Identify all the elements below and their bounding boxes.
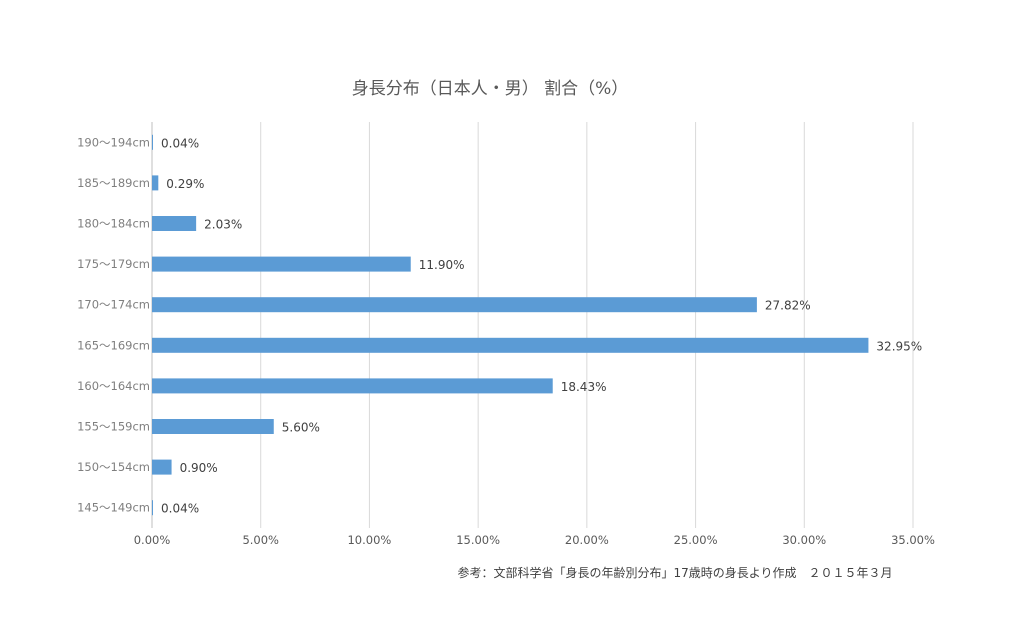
category-labels: 190～194cm 185～189cm 180～184cm 175～179cm 170～…: [77, 135, 150, 514]
category-label: 190～194cm: [77, 135, 150, 149]
category-label: 175～179cm: [77, 257, 150, 271]
bar: [152, 297, 757, 313]
category-label: 185～189cm: [77, 176, 150, 190]
bar: [152, 378, 553, 394]
x-tick-label: 5.00%: [242, 533, 279, 547]
data-label: 0.04%: [161, 502, 199, 516]
source-note: 参考：文部科学省「身長の年齢別分布」17歳時の身長より作成 ２０１５年３月: [457, 565, 892, 580]
x-tick-labels: 0.00% 5.00% 10.00% 15.00% 20.00% 25.00% 30.00%…: [134, 533, 935, 547]
data-label: 0.29%: [166, 177, 204, 191]
bar: [152, 216, 197, 231]
bar: [152, 459, 172, 475]
x-tick-label: 10.00%: [347, 533, 391, 547]
x-tick-label: 20.00%: [565, 533, 609, 547]
bar: [152, 256, 411, 272]
bars: [152, 134, 869, 516]
bar: [152, 134, 153, 150]
data-label: 18.43%: [561, 380, 607, 394]
x-tick-label: 25.00%: [674, 533, 718, 547]
bar: [152, 337, 869, 353]
data-label: 27.82%: [765, 299, 811, 313]
category-label: 160～164cm: [77, 379, 150, 393]
category-label: 180～184cm: [77, 217, 150, 231]
bar: [152, 500, 153, 516]
category-label: 145～149cm: [77, 501, 150, 515]
data-label: 5.60%: [282, 421, 320, 435]
data-label: 32.95%: [876, 339, 922, 353]
bar: [152, 419, 274, 434]
chart-title: 身長分布（日本人・男） 割合（%）: [352, 79, 629, 99]
data-label: 0.90%: [180, 461, 218, 475]
data-label: 0.04%: [161, 136, 199, 150]
data-label: 11.90%: [419, 258, 465, 272]
x-tick-label: 35.00%: [891, 533, 935, 547]
bar: [152, 175, 159, 191]
data-labels: 0.04% 0.29% 2.03% 11.90% 27.82% 32.95% 18.43% 5…: [161, 136, 922, 515]
category-label: 150～154cm: [77, 460, 150, 474]
x-tick-label: 15.00%: [456, 533, 500, 547]
gridlines: [151, 122, 914, 528]
data-label: 2.03%: [204, 218, 242, 232]
x-tick-label: 0.00%: [134, 533, 171, 547]
x-tick-label: 30.00%: [782, 533, 826, 547]
category-label: 155～159cm: [77, 420, 150, 434]
category-label: 170～174cm: [77, 298, 150, 312]
category-label: 165～169cm: [77, 338, 150, 352]
